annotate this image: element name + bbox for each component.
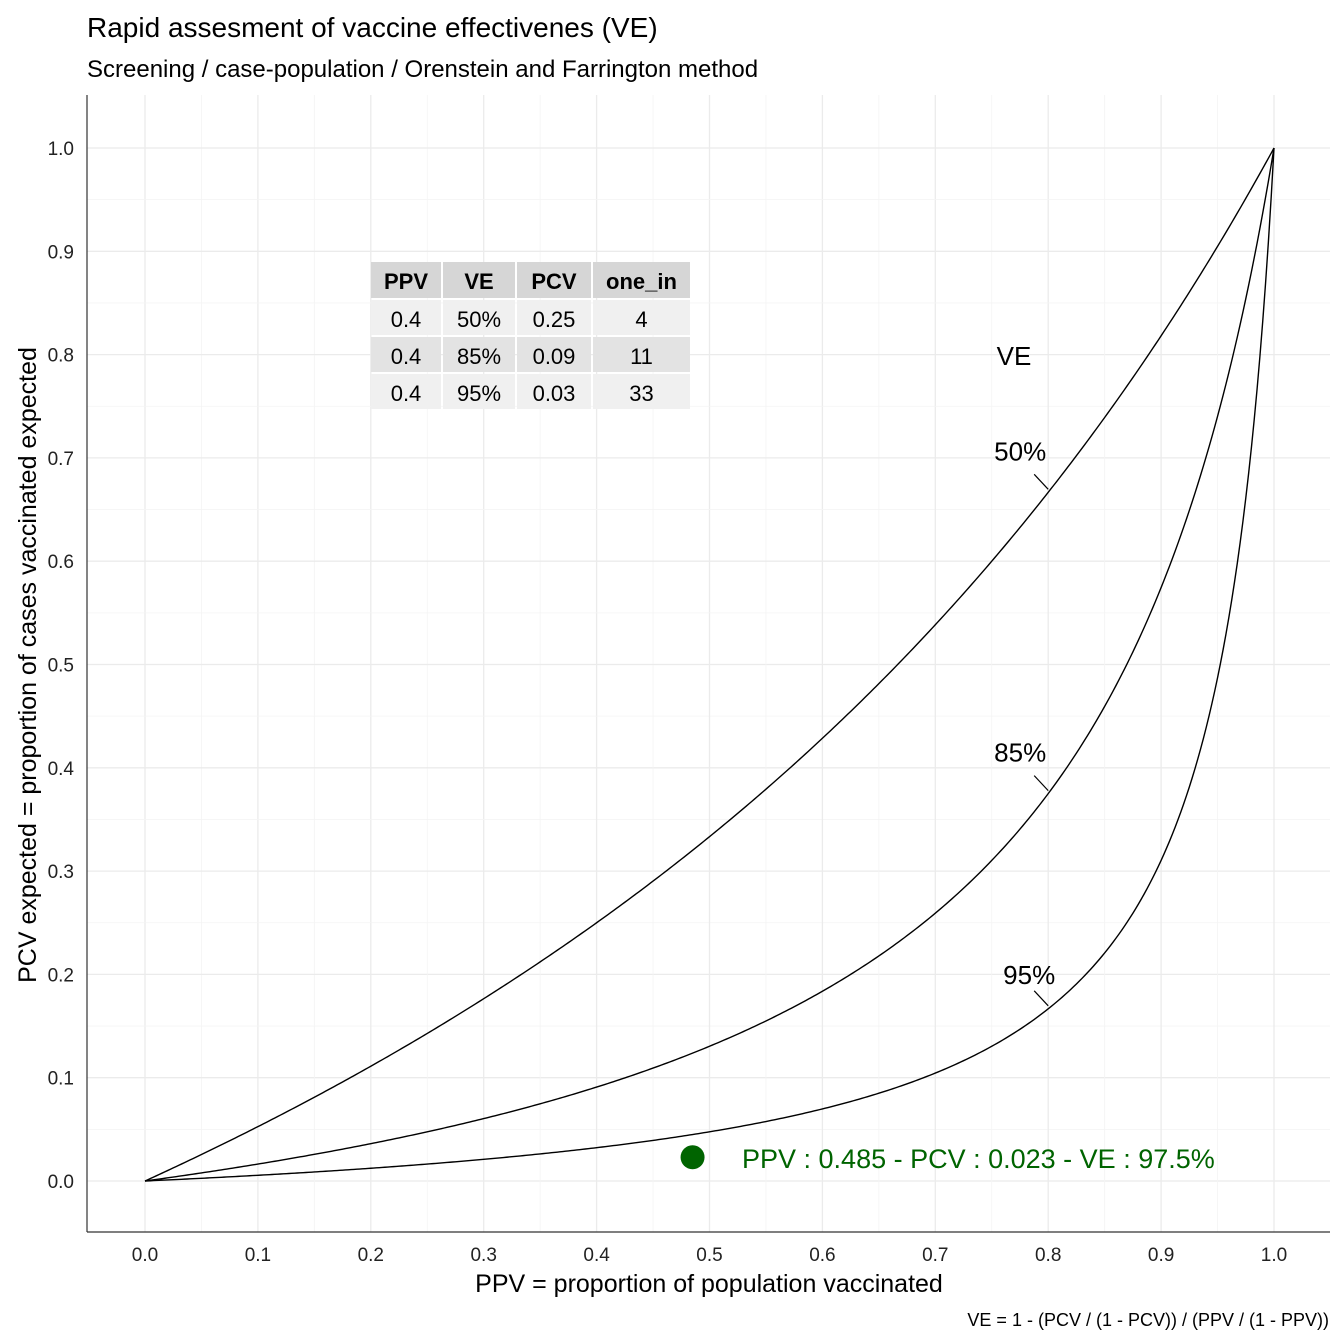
ve-legend-title: VE: [997, 341, 1032, 371]
x-tick-label: 1.0: [1261, 1245, 1287, 1266]
table-cell: 33: [629, 381, 653, 406]
x-tick-label: 0.1: [245, 1245, 271, 1266]
x-axis-title: PPV = proportion of population vaccinate…: [475, 1270, 943, 1298]
y-axis-title: PCV expected = proportion of cases vacci…: [14, 347, 42, 983]
curve-label-leader: [1033, 775, 1049, 792]
chart-subtitle: Screening / case-population / Orenstein …: [87, 56, 758, 83]
curve-label-leader: [1033, 990, 1049, 1007]
y-tick-label: 0.7: [48, 449, 74, 470]
y-tick-label: 0.3: [48, 862, 74, 883]
y-tick-label: 1.0: [48, 139, 74, 160]
ve-curves: [144, 147, 1275, 1182]
x-tick-label: 0.3: [470, 1245, 496, 1266]
table-header-label: one_in: [606, 269, 677, 294]
table-cell: 0.4: [391, 307, 422, 332]
curve-label-95: 95%: [1003, 960, 1055, 990]
x-tick-label: 0.0: [132, 1245, 158, 1266]
curve-label-85: 85%: [994, 738, 1046, 768]
table-cell-bg: [517, 337, 591, 372]
axes: 0.0 0.1 0.2 0.3 0.4 0.5 0.6 0.7 0.8 0.9 1.0 0.0 0.1 0…: [48, 95, 1330, 1266]
table-cell-bg: [593, 374, 690, 409]
table-cell: 85%: [457, 344, 501, 369]
x-tick-label: 0.7: [922, 1245, 948, 1266]
table-header-cell: [443, 262, 515, 298]
ve-curve-95: [144, 147, 1275, 1182]
y-tick-label: 0.9: [48, 242, 74, 263]
x-tick-label: 0.4: [583, 1245, 610, 1266]
table-cell: 0.03: [533, 381, 576, 406]
table-header-label: PPV: [384, 269, 428, 294]
y-tick-label: 0.8: [48, 346, 74, 367]
table-cell: 0.4: [391, 381, 422, 406]
x-tick-label: 0.5: [696, 1245, 722, 1266]
summary-table: PPV VE PCV one_in 0.4 50% 0.25 4 0.4 85% 0.09 11 0.4…: [371, 262, 690, 409]
table-cell-bg: [371, 374, 441, 409]
curve-label-50: 50%: [994, 436, 1046, 466]
table-cell: 4: [635, 307, 647, 332]
table-cell: 11: [630, 344, 653, 369]
y-tick-label: 0.1: [48, 1069, 74, 1090]
x-tick-label: 0.6: [809, 1245, 835, 1266]
table-cell-bg: [443, 374, 515, 409]
y-tick-label: 0.4: [48, 759, 75, 780]
table-cell-bg: [371, 300, 441, 335]
formula-caption: VE = 1 - (PCV / (1 - PCV)) / (PPV / (1 -…: [967, 1310, 1329, 1330]
y-tick-label: 0.6: [48, 552, 74, 573]
x-tick-label: 0.8: [1035, 1245, 1061, 1266]
observed-point-label: PPV : 0.485 - PCV : 0.023 - VE : 97.5%: [742, 1144, 1215, 1174]
ve-curve-50: [144, 147, 1275, 1182]
table-header-label: PCV: [531, 269, 577, 294]
x-tick-label: 0.2: [358, 1245, 384, 1266]
ve-curve-85: [144, 147, 1275, 1182]
table-cell-bg: [593, 337, 690, 372]
table-cell: 0.4: [391, 344, 422, 369]
table-cell-bg: [517, 374, 591, 409]
table-cell-bg: [443, 300, 515, 335]
curve-labels: 50% 85% 95%: [994, 436, 1055, 1007]
chart-title: Rapid assesment of vaccine effectivenes …: [87, 12, 658, 43]
grid-lines: [87, 95, 1330, 1232]
y-tick-label: 0.2: [48, 965, 74, 986]
table-header-cell: [371, 262, 441, 298]
x-tick-label: 0.9: [1148, 1245, 1174, 1266]
table-cell-bg: [517, 300, 591, 335]
table-cell: 0.09: [533, 344, 576, 369]
y-tick-label: 0.5: [48, 656, 74, 677]
table-cell-bg: [593, 300, 690, 335]
table-header-cell: [517, 262, 591, 298]
curve-label-leader: [1033, 473, 1049, 490]
table-cell: 95%: [457, 381, 501, 406]
observed-point: [680, 1145, 705, 1170]
y-tick-label: 0.0: [48, 1172, 74, 1193]
table-cell-bg: [443, 337, 515, 372]
table-cell: 0.25: [533, 307, 576, 332]
table-cell: 50%: [457, 307, 501, 332]
table-header-label: VE: [464, 269, 493, 294]
table-cell-bg: [371, 337, 441, 372]
table-header-cell: [593, 262, 690, 298]
